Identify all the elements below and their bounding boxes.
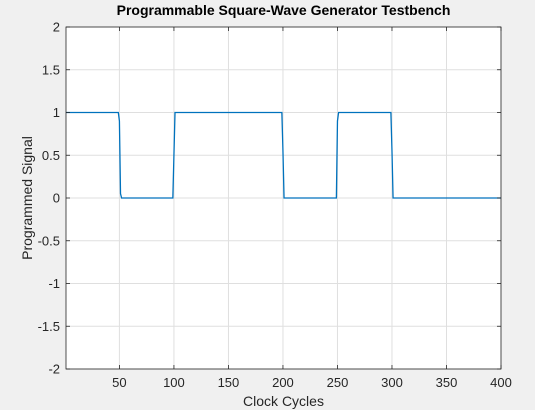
x-axis-label: Clock Cycles (243, 393, 324, 409)
x-tick-label: 100 (163, 375, 185, 390)
y-axis-label: Programmed Signal (19, 136, 35, 260)
y-tick-label: 1.5 (42, 62, 60, 77)
x-tick-label: 200 (272, 375, 294, 390)
y-tick-label: -0.5 (38, 233, 60, 248)
x-tick-label: 300 (381, 375, 403, 390)
x-tick-label: 400 (490, 375, 512, 390)
ticks: 50 100 150 200 250 300 350 400 -2 -1.5 -1 -0.5 0 0.5 1… (38, 20, 512, 391)
y-tick-label: -1.5 (38, 319, 60, 334)
chart-title: Programmable Square-Wave Generator Testb… (117, 2, 451, 18)
series-layer (66, 111, 501, 199)
y-tick-label: 0.5 (42, 148, 60, 163)
y-tick-label: -2 (48, 362, 60, 377)
y-tick-label: 0 (53, 191, 60, 206)
x-tick-label: 150 (218, 375, 240, 390)
y-tick-label: 1 (53, 105, 60, 120)
y-tick-label: -1 (48, 276, 60, 291)
x-tick-label: 250 (327, 375, 349, 390)
series-line (66, 111, 501, 199)
y-tick-label: 2 (53, 20, 60, 35)
x-tick-label: 50 (112, 375, 126, 390)
x-tick-label: 350 (436, 375, 458, 390)
